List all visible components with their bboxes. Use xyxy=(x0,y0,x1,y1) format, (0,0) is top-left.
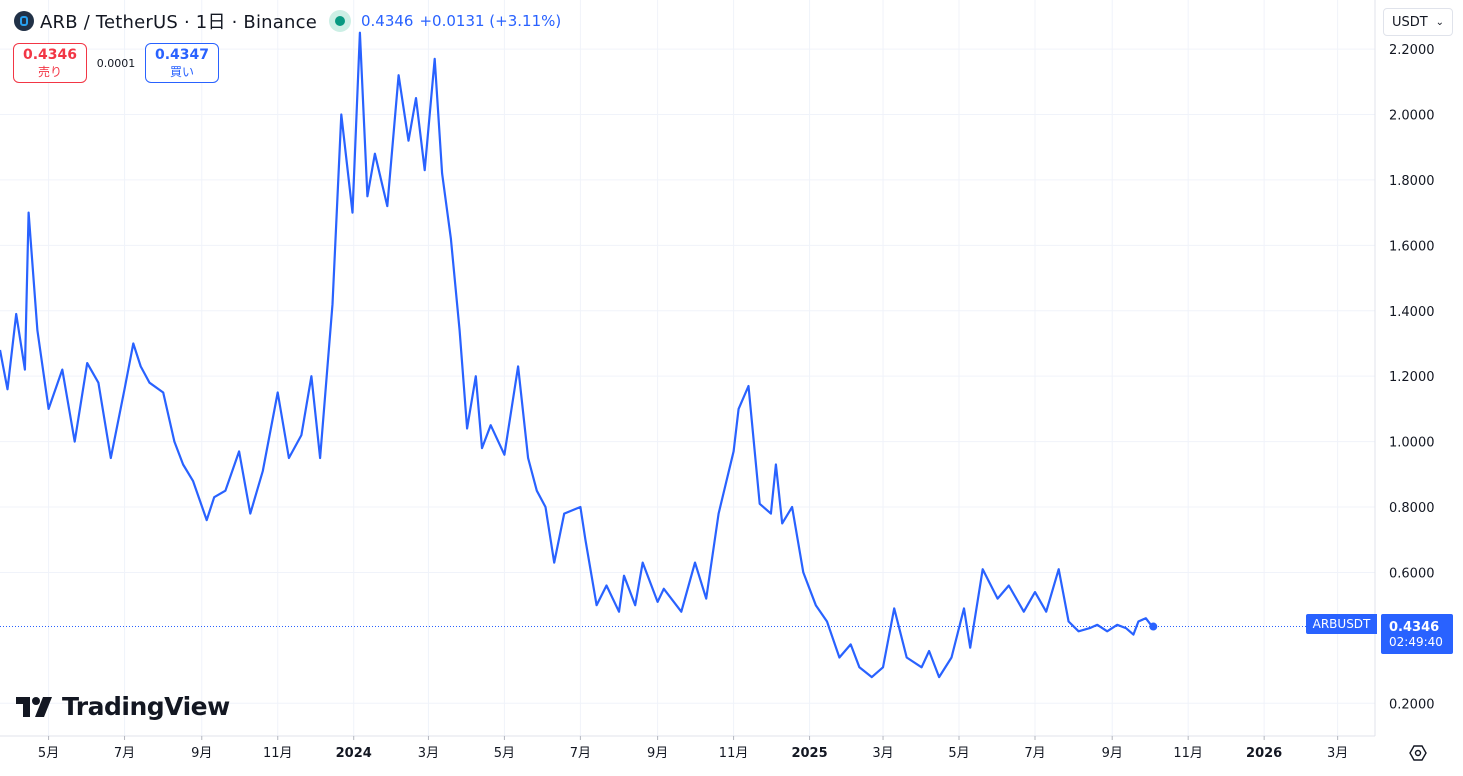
buy-button[interactable]: 0.4347 買い xyxy=(145,43,219,83)
chart-grid xyxy=(0,0,1375,736)
arbitrum-logo-icon xyxy=(14,11,34,31)
series-line xyxy=(0,31,1155,679)
x-tick-label: 9月 xyxy=(1102,746,1123,761)
x-tick-label: 3月 xyxy=(418,746,439,761)
symbol-header: ARB / TetherUS · 1日 · Binance 0.4346 +0.… xyxy=(14,8,561,34)
symbol-price-tag: ARBUSDT xyxy=(1306,614,1377,634)
tradingview-mark-icon xyxy=(16,696,52,717)
y-tick-label: 1.2000 xyxy=(1389,370,1435,385)
x-tick-label: 11月 xyxy=(263,746,293,761)
y-tick-label: 2.2000 xyxy=(1389,43,1435,58)
currency-select[interactable]: USDT ⌄ xyxy=(1383,8,1453,36)
sell-label: 売り xyxy=(37,64,62,79)
x-axis: 5月 7月 9月 11月 2024 3月 5月 7月 9月 11月 2025 3月 5月 7月 9月 11月 2… xyxy=(38,736,1348,761)
x-tick-label: 3月 xyxy=(1327,746,1348,761)
x-tick-label: 11月 xyxy=(719,746,749,761)
x-tick-label: 9月 xyxy=(647,746,668,761)
x-tick-label: 11月 xyxy=(1173,746,1203,761)
x-tick-label: 9月 xyxy=(191,746,212,761)
x-tick-label: 5月 xyxy=(948,746,969,761)
x-tick-label: 7月 xyxy=(114,746,135,761)
market-open-icon[interactable] xyxy=(328,10,351,32)
y-tick-label: 0.2000 xyxy=(1389,697,1435,712)
x-tick-label: 5月 xyxy=(38,746,59,761)
symbol-title[interactable]: ARB / TetherUS · 1日 · Binance xyxy=(40,12,317,33)
buy-price: 0.4347 xyxy=(154,46,210,63)
y-tick-label: 0.8000 xyxy=(1389,501,1435,516)
x-tick-label: 3月 xyxy=(872,746,893,761)
y-tick-label: 1.0000 xyxy=(1389,436,1435,451)
tradingview-logo[interactable]: TradingView xyxy=(16,692,230,721)
y-axis: 0.2000 0.6000 0.8000 1.0000 1.2000 1.4000 1.60… xyxy=(1389,43,1435,712)
currency-label: USDT xyxy=(1392,14,1428,30)
bar-countdown: 02:49:40 xyxy=(1389,634,1443,649)
last-price-value: 0.4346 xyxy=(1389,619,1440,635)
header-price: 0.4346 xyxy=(360,12,414,30)
trade-panel: 0.4346 売り 0.0001 0.4347 買い xyxy=(13,43,219,83)
chevron-down-icon: ⌄ xyxy=(1435,16,1444,28)
last-price-tag: 0.4346 02:49:40 xyxy=(1381,614,1453,654)
buy-label: 買い xyxy=(169,64,194,79)
x-tick-label: 2025 xyxy=(791,746,827,761)
spread-value: 0.0001 xyxy=(96,56,136,70)
x-tick-label: 2026 xyxy=(1246,746,1282,761)
settings-icon[interactable] xyxy=(1408,743,1428,763)
logo-text: TradingView xyxy=(62,692,230,721)
x-tick-label: 2024 xyxy=(336,746,372,761)
y-tick-label: 1.4000 xyxy=(1389,305,1435,320)
x-tick-label: 7月 xyxy=(1024,746,1045,761)
x-tick-label: 5月 xyxy=(494,746,515,761)
y-tick-label: 1.6000 xyxy=(1389,239,1435,254)
x-tick-label: 7月 xyxy=(570,746,591,761)
last-price-dot xyxy=(1149,622,1158,631)
header-change: +0.0131 (+3.11%) xyxy=(419,12,562,30)
y-tick-label: 2.0000 xyxy=(1389,108,1435,123)
y-tick-label: 0.6000 xyxy=(1389,566,1435,581)
y-tick-label: 1.8000 xyxy=(1389,174,1435,189)
sell-price: 0.4346 xyxy=(22,46,78,63)
sell-button[interactable]: 0.4346 売り xyxy=(13,43,87,83)
